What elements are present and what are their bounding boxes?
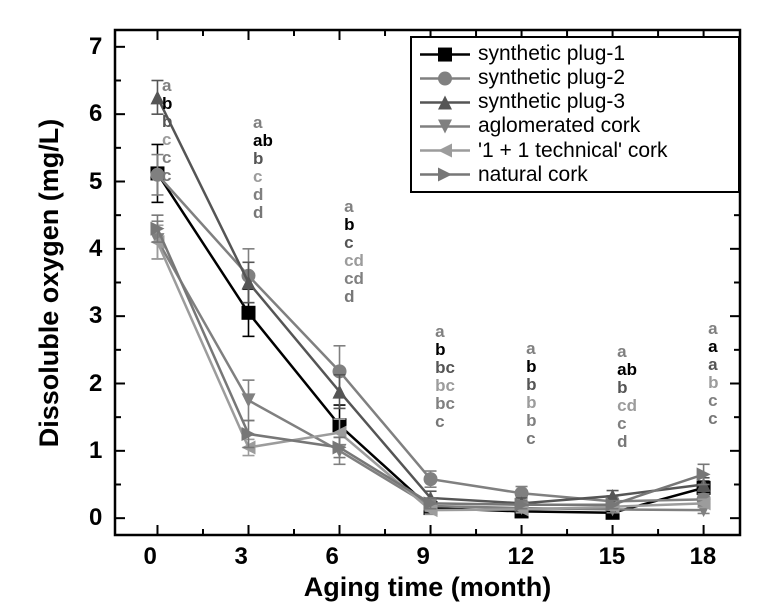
significance-letter: a <box>162 77 171 94</box>
significance-letter: a <box>708 320 717 337</box>
significance-letter: d <box>344 288 354 305</box>
significance-letter: a <box>708 356 717 373</box>
y-tick-label: 2 <box>89 370 102 398</box>
significance-letter: c <box>344 234 353 251</box>
significance-letter: c <box>526 430 535 447</box>
legend-label: aglomerated cork <box>478 114 640 138</box>
significance-letter: b <box>526 376 536 393</box>
significance-letter: a <box>617 343 626 360</box>
x-tick-label: 9 <box>417 543 430 571</box>
x-tick-label: 0 <box>143 543 156 571</box>
y-tick-label: 1 <box>89 437 102 465</box>
significance-letter: a <box>708 338 717 355</box>
legend-swatch <box>418 139 472 162</box>
significance-letter: c <box>253 168 262 185</box>
x-tick-label: 15 <box>599 543 626 571</box>
legend-label: synthetic plug-3 <box>478 90 625 114</box>
significance-letter: c <box>708 392 717 409</box>
legend-label: synthetic plug-2 <box>478 66 625 90</box>
legend-swatch <box>418 43 472 66</box>
significance-letter: b <box>526 358 536 375</box>
significance-letter: a <box>526 340 535 357</box>
x-tick-label: 6 <box>326 543 339 571</box>
x-axis-label: Aging time (month) <box>304 572 551 603</box>
x-tick-label: 12 <box>508 543 535 571</box>
significance-letter: ab <box>253 132 273 149</box>
legend-swatch <box>418 115 472 138</box>
y-tick-label: 4 <box>89 235 102 263</box>
legend-label: synthetic plug-1 <box>478 42 625 66</box>
legend-swatch <box>418 67 472 90</box>
significance-letter: bc <box>435 359 455 376</box>
y-tick-label: 0 <box>89 504 102 532</box>
significance-letter: ab <box>617 361 637 378</box>
significance-letter: b <box>435 341 445 358</box>
significance-letter: b <box>617 379 627 396</box>
significance-letter: b <box>162 113 172 130</box>
significance-letter: b <box>526 412 536 429</box>
significance-letter: c <box>162 131 171 148</box>
legend-label: natural cork <box>478 163 588 187</box>
significance-letter: c <box>617 415 626 432</box>
significance-letter: bc <box>435 377 455 394</box>
legend-box: synthetic plug-1synthetic plug-2syntheti… <box>410 36 740 193</box>
significance-letter: c <box>435 413 444 430</box>
y-axis-label: Dissoluble oxygen (mg/L) <box>34 118 65 447</box>
legend-swatch <box>418 91 472 114</box>
significance-letter: a <box>253 114 262 131</box>
x-tick-label: 18 <box>690 543 717 571</box>
x-tick-label: 3 <box>234 543 247 571</box>
significance-letter: b <box>344 216 354 233</box>
legend-item: natural cork <box>418 163 730 187</box>
legend-item: '1 + 1 technical' cork <box>418 139 730 163</box>
significance-letter: b <box>526 394 536 411</box>
significance-letter: d <box>617 433 627 450</box>
significance-letter: b <box>162 95 172 112</box>
y-tick-label: 7 <box>89 33 102 61</box>
significance-letter: b <box>253 150 263 167</box>
y-tick-label: 5 <box>89 168 102 196</box>
legend-label: '1 + 1 technical' cork <box>478 139 668 163</box>
significance-letter: b <box>708 374 718 391</box>
y-tick-label: 6 <box>89 100 102 128</box>
significance-letter: a <box>344 198 353 215</box>
legend-item: synthetic plug-1 <box>418 42 730 66</box>
legend-item: synthetic plug-2 <box>418 66 730 90</box>
significance-letter: c <box>162 167 171 184</box>
significance-letter: cd <box>617 397 637 414</box>
chart-container: Dissoluble oxygen (mg/L) Aging time (mon… <box>0 0 774 609</box>
significance-letter: d <box>253 186 263 203</box>
legend-item: synthetic plug-3 <box>418 90 730 114</box>
significance-letter: cd <box>344 252 364 269</box>
y-tick-label: 3 <box>89 302 102 330</box>
significance-letter: c <box>162 149 171 166</box>
significance-letter: bc <box>435 395 455 412</box>
legend-item: aglomerated cork <box>418 114 730 138</box>
significance-letter: a <box>435 323 444 340</box>
legend-swatch <box>418 163 472 186</box>
significance-letter: cd <box>344 270 364 287</box>
significance-letter: c <box>708 410 717 427</box>
significance-letter: d <box>253 204 263 221</box>
